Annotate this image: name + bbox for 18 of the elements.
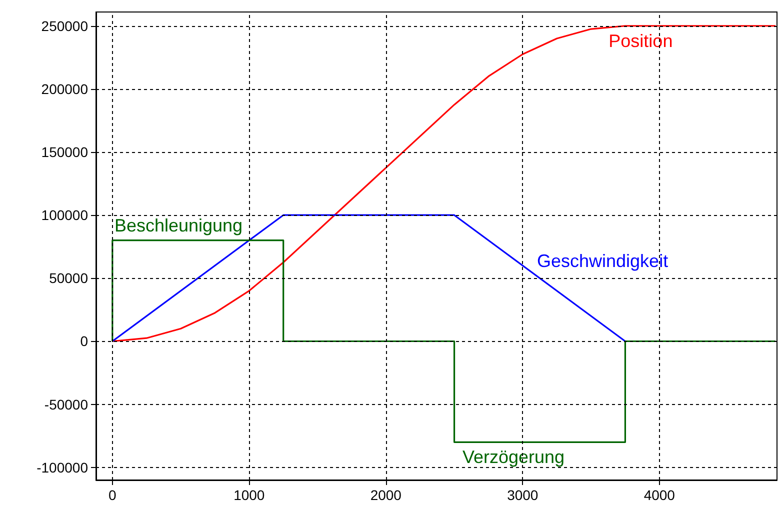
x-tick-label: 0 [108,487,117,503]
x-tick-label: 4000 [644,487,676,503]
x-tick-label: 3000 [507,487,538,503]
y-tick-label: -100000 [36,459,88,476]
x-tick-label: 1000 [234,487,265,503]
y-tick-label: -50000 [44,396,88,412]
y-tick-label: 200000 [41,80,88,97]
annotation: Beschleunigung [114,215,243,236]
annotation: Geschwindigkeit [537,251,668,272]
annotation: Verzögerung [462,447,565,468]
y-tick-label: 150000 [41,144,88,160]
x-tick-label: 2000 [370,487,402,503]
y-tick-label: 50000 [49,270,88,286]
y-tick-label: 0 [80,333,88,350]
y-tick-label: 250000 [41,18,88,34]
line-series [112,25,776,342]
annotation: Position [608,30,673,51]
y-tick-label: 100000 [41,207,88,224]
